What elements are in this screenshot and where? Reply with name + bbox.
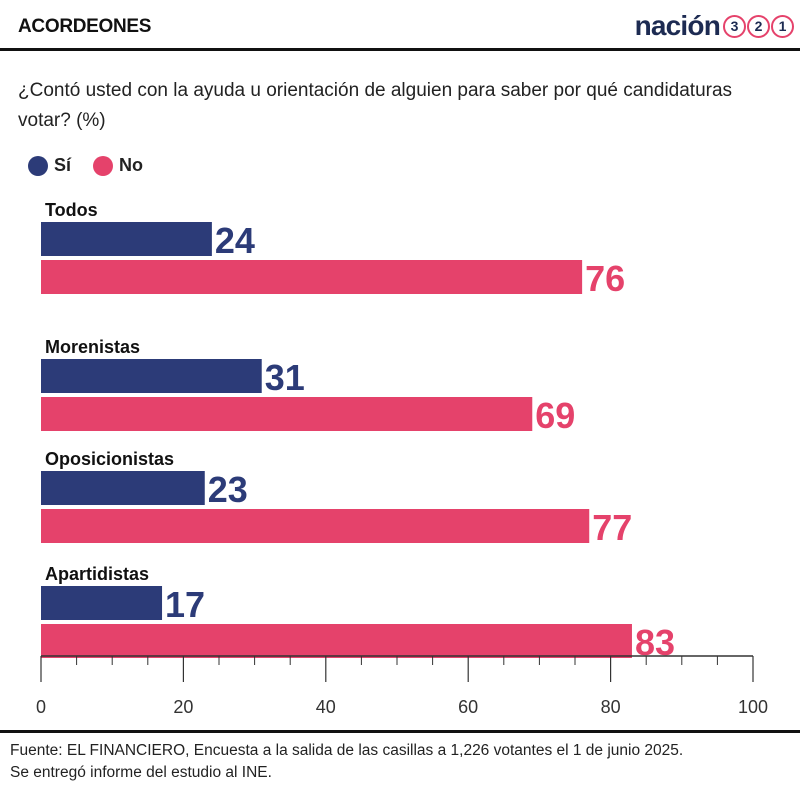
bar: [41, 359, 262, 393]
legend-item-si: Sí: [28, 155, 71, 176]
brand-digit: 2: [747, 14, 770, 38]
value-label: 77: [592, 507, 632, 548]
footer-divider: [0, 730, 800, 733]
header-divider: [0, 48, 800, 51]
value-label: 76: [585, 258, 625, 299]
bar: [41, 586, 163, 620]
bar: [41, 260, 583, 294]
bar-chart: Todos 24 76 Morenistas 31 69 Oposicionistas 23 7…: [36, 200, 768, 717]
category-label: Apartidistas: [45, 564, 149, 584]
brand-logo: nación 3 2 1: [635, 8, 794, 44]
value-label: 31: [265, 357, 305, 398]
legend-swatch-no: [93, 155, 114, 176]
bar: [41, 509, 590, 543]
source-note: Fuente: EL FINANCIERO, Encuesta a la sal…: [10, 740, 790, 784]
bar: [41, 624, 632, 658]
x-tick-label: 60: [458, 697, 478, 717]
x-tick-label: 100: [738, 697, 768, 717]
brand-word: nación: [634, 10, 721, 41]
header: ACORDEONES nación 3 2 1: [0, 0, 800, 50]
legend-swatch-si: [28, 155, 48, 176]
value-label: 17: [165, 584, 205, 625]
source-line-2: Se entregó informe del estudio al INE.: [10, 764, 272, 781]
category-label: Todos: [45, 200, 98, 220]
legend-label-no: No: [119, 155, 144, 175]
brand-digit: 1: [771, 14, 794, 38]
x-tick-label: 0: [36, 697, 46, 717]
x-tick-label: 20: [173, 697, 193, 717]
chart-question: ¿Contó usted con la ayuda u orientación …: [18, 80, 733, 131]
brand-digit: 3: [723, 14, 746, 38]
x-tick-label: 80: [601, 697, 621, 717]
kicker-title: ACORDEONES: [18, 16, 152, 37]
value-label: 23: [208, 469, 248, 510]
value-label: 24: [215, 220, 255, 261]
x-tick-label: 40: [316, 697, 336, 717]
value-label: 83: [635, 622, 675, 663]
category-label: Oposicionistas: [45, 449, 174, 469]
value-label: 69: [535, 395, 575, 436]
legend: Sí No: [28, 155, 165, 176]
bar: [41, 222, 212, 256]
legend-label-si: Sí: [54, 155, 72, 175]
bar: [41, 397, 533, 431]
bar: [41, 471, 205, 505]
source-line-1: Fuente: EL FINANCIERO, Encuesta a la sal…: [10, 742, 684, 759]
category-label: Morenistas: [45, 337, 140, 357]
legend-item-no: No: [93, 155, 143, 176]
